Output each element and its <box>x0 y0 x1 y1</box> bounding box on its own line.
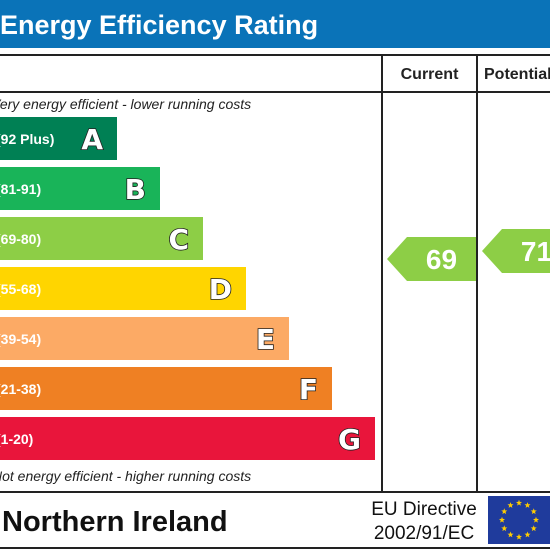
band-range-a: (92 Plus) <box>0 131 54 147</box>
band-bar-c <box>0 217 203 260</box>
eu-directive-line1: EU Directive <box>371 499 477 520</box>
band-bar-g <box>0 417 375 460</box>
band-f: (21-38) F <box>0 367 332 410</box>
bottom-note: Not energy efficient - higher running co… <box>0 468 251 484</box>
band-letter-d: D <box>209 273 232 306</box>
band-bar-b <box>0 167 160 210</box>
potential-rating-arrow-shape <box>482 229 550 273</box>
band-g: (1-20) G <box>0 417 375 460</box>
band-letter-g: G <box>338 423 361 456</box>
eu-star <box>507 502 514 508</box>
eu-star <box>515 533 523 540</box>
band-range-d: (55-68) <box>0 281 41 297</box>
band-range-e: (39-54) <box>0 331 41 347</box>
eu-directive-line2: 2002/91/EC <box>374 523 474 544</box>
band-range-g: (1-20) <box>0 431 33 447</box>
potential-rating-arrow-value: 71 <box>521 236 550 267</box>
rating-bands: (92 Plus) A (81-91) B (69-80) C (55-68) D (39-54… <box>0 117 375 460</box>
band-bar-f <box>0 367 332 410</box>
top-note: Very energy efficient - lower running co… <box>0 96 251 112</box>
eu-star <box>501 525 508 532</box>
title-bar <box>0 0 550 48</box>
eu-star <box>532 516 540 523</box>
band-d: (55-68) D <box>0 267 246 310</box>
band-letter-e: E <box>256 323 275 356</box>
band-letter-f: F <box>299 373 318 406</box>
eu-star <box>498 516 506 523</box>
potential-header-cell: Potential <box>484 66 550 83</box>
current-rating-arrow-value: 69 <box>426 244 457 275</box>
band-b: (81-91) B <box>0 167 160 210</box>
potential-column-header: Potential <box>484 66 550 83</box>
band-letter-b: B <box>125 173 146 206</box>
band-range-f: (21-38) <box>0 381 41 397</box>
band-letter-a: A <box>81 123 103 156</box>
eu-star <box>524 531 531 538</box>
band-c: (69-80) C <box>0 217 203 260</box>
eu-star <box>501 508 508 515</box>
eu-star <box>507 531 514 538</box>
band-range-c: (69-80) <box>0 231 41 247</box>
current-column-header: Current <box>401 66 459 83</box>
band-bar-e <box>0 317 289 360</box>
potential-rating-arrow: 71 <box>482 229 550 273</box>
current-rating-arrow: 69 <box>387 237 476 281</box>
eu-star <box>515 499 523 506</box>
score-arrows: 69 71 <box>387 229 550 281</box>
eu-star <box>530 508 537 515</box>
region-label: Northern Ireland <box>2 506 228 538</box>
band-e: (39-54) E <box>0 317 289 360</box>
band-a: (92 Plus) A <box>0 117 117 160</box>
band-letter-c: C <box>168 223 189 256</box>
eu-star <box>530 525 537 532</box>
current-rating-arrow-shape <box>387 237 476 281</box>
frame <box>0 54 550 549</box>
band-bar-a <box>0 117 117 160</box>
chart-title: Energy Efficiency Rating <box>0 10 318 40</box>
eu-star <box>524 502 531 508</box>
band-bar-d <box>0 267 246 310</box>
eu-flag-icon <box>488 496 550 544</box>
band-range-b: (81-91) <box>0 181 41 197</box>
